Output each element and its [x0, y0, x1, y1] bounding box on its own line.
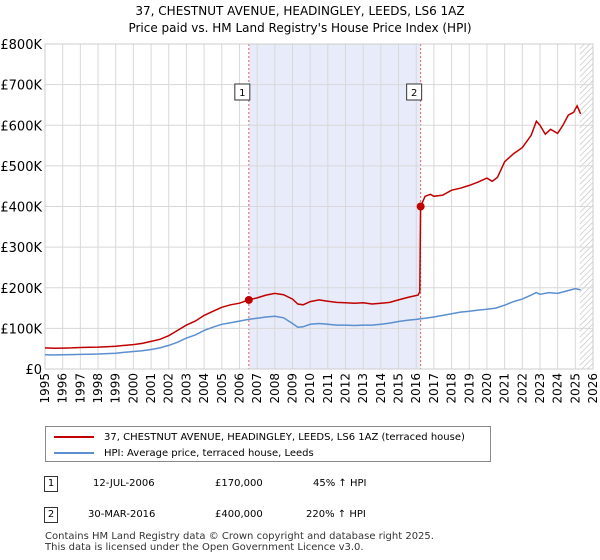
transaction-row: 1 12-JUL-2006 £170,000 45% ↑ HPI: [0, 476, 600, 496]
transaction-badge: 2: [44, 507, 58, 523]
x-tick-label: 1998: [91, 373, 105, 404]
y-tick-label: £300K: [0, 241, 42, 256]
x-tick-label: 2007: [250, 373, 264, 404]
transaction-hpi: 45% ↑ HPI: [313, 478, 367, 489]
sale-marker-badge: [234, 83, 251, 101]
x-tick-label: 2003: [179, 373, 193, 404]
footer-copyright: Contains HM Land Registry data © Crown c…: [45, 531, 434, 542]
x-tick-label: 2016: [409, 373, 423, 404]
hpi-line: [44, 287, 581, 356]
x-tick-label: 1995: [38, 373, 52, 404]
sale-marker-badge: [406, 83, 423, 101]
transaction-price: £400,000: [215, 509, 263, 520]
y-tick-label: £800K: [0, 38, 42, 53]
legend-label-hpi: HPI: Average price, terraced house, Leed…: [104, 447, 314, 459]
x-tick-label: 2022: [515, 373, 529, 404]
x-tick-label: 2002: [162, 373, 176, 404]
plot-border: [44, 43, 594, 370]
x-tick-label: 2001: [144, 373, 158, 404]
x-tick-label: 2026: [586, 373, 600, 404]
sale-point: [244, 295, 253, 304]
y-tick-label: £100K: [0, 322, 42, 337]
y-tick-label: £200K: [0, 282, 42, 297]
legend-item-hpi: HPI: Average price, terraced house, Leed…: [46, 445, 314, 461]
x-tick-label: 2019: [462, 373, 476, 404]
footer-licence: This data is licensed under the Open Gov…: [45, 542, 364, 553]
x-tick-label: 2010: [303, 373, 317, 404]
y-tick-label: £700K: [0, 79, 42, 94]
x-tick-label: 1999: [109, 373, 123, 404]
y-tick-label: £500K: [0, 160, 42, 175]
x-tick-label: 1997: [73, 373, 87, 404]
sale-marker-label: 2: [411, 88, 417, 99]
x-tick-label: 2014: [374, 373, 388, 404]
x-tick-label: 1996: [56, 373, 70, 404]
x-tick-label: 2015: [392, 373, 406, 404]
x-tick-label: 2017: [427, 373, 441, 404]
transaction-hpi: 220% ↑ HPI: [306, 509, 366, 520]
x-tick-label: 2018: [445, 373, 459, 404]
chart-legend: 37, CHESTNUT AVENUE, HEADINGLEY, LEEDS, …: [45, 426, 491, 462]
x-tick-label: 2005: [215, 373, 229, 404]
x-tick-label: 2021: [498, 373, 512, 404]
x-tick-label: 2011: [321, 373, 335, 404]
x-tick-label: 2006: [232, 373, 246, 404]
x-tick-label: 2024: [551, 373, 565, 404]
transaction-row: 2 30-MAR-2016 £400,000 220% ↑ HPI: [0, 507, 600, 527]
transaction-badge: 1: [44, 476, 58, 492]
x-tick-label: 2000: [126, 373, 140, 404]
x-tick-label: 2008: [268, 373, 282, 404]
transaction-date: 30-MAR-2016: [88, 509, 156, 520]
legend-item-property: 37, CHESTNUT AVENUE, HEADINGLEY, LEEDS, …: [46, 429, 465, 445]
x-tick-label: 2004: [197, 373, 211, 404]
property-price-line: [44, 104, 582, 350]
x-tick-label: 2013: [356, 373, 370, 404]
chart-title: 37, CHESTNUT AVENUE, HEADINGLEY, LEEDS, …: [135, 4, 465, 18]
price-chart: £0 £100K £200K £300K £400K £500K £600K £700K £80…: [0, 38, 600, 404]
y-tick-label: £600K: [0, 119, 42, 134]
legend-swatch-property: [54, 436, 94, 438]
x-tick-label: 2020: [480, 373, 494, 404]
legend-label-property: 37, CHESTNUT AVENUE, HEADINGLEY, LEEDS, …: [104, 431, 465, 443]
sale-marker-label: 1: [239, 88, 245, 99]
transaction-date: 12-JUL-2006: [93, 478, 155, 489]
chart-subtitle: Price paid vs. HM Land Registry's House …: [128, 21, 472, 35]
legend-swatch-hpi: [54, 452, 94, 454]
x-tick-label: 2023: [533, 373, 547, 404]
x-tick-label: 2012: [339, 373, 353, 404]
y-tick-label: £0: [25, 363, 42, 378]
sale-point: [416, 202, 425, 211]
y-tick-label: £400K: [0, 201, 42, 216]
transaction-price: £170,000: [215, 478, 263, 489]
x-tick-label: 2025: [568, 373, 582, 404]
x-tick-label: 2009: [285, 373, 299, 404]
